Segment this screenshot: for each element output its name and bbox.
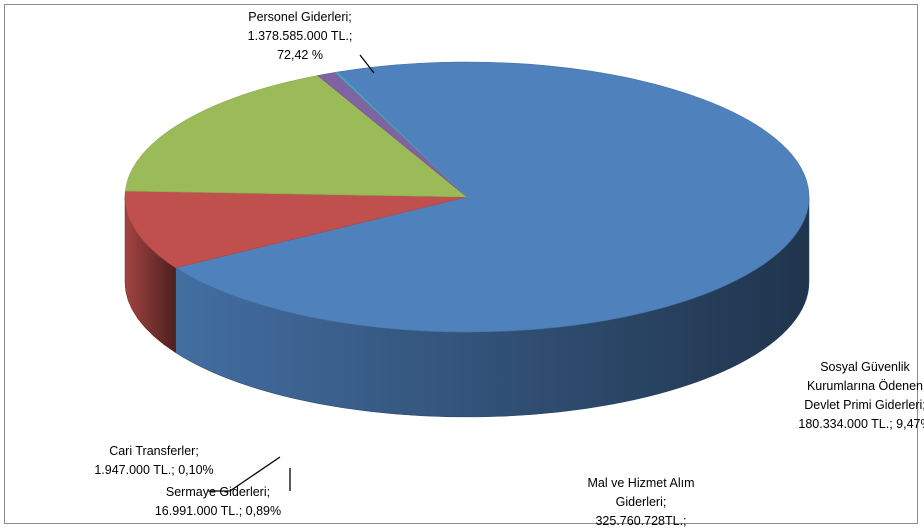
slice-mal-ve-hizmet-alim-giderleri	[124, 75, 468, 198]
data-label-mal-ve-hizmet-alim-giderleri: Mal ve Hizmet Alım Giderleri; 325.760.728T…	[588, 476, 695, 528]
pie-tops	[124, 61, 810, 333]
data-label-sermaye-giderleri: Sermaye Giderleri; 16.991.000 TL.; 0,89%	[155, 485, 281, 518]
data-label-line: 180.334.000 TL.; 9,47%	[798, 417, 924, 431]
data-label-line: Cari Transferler;	[109, 444, 199, 458]
chart-frame	[4, 4, 918, 524]
data-label-sosyal-guvenlik-kurumlarina-odenen-devlet-primi-giderleri: Sosyal Güvenlik Kurumlarına Ödenen Devlet …	[798, 360, 924, 431]
data-label-line: Sosyal Güvenlik	[820, 360, 910, 374]
slice-cari-transferler	[334, 71, 468, 198]
data-label-line: Devlet Primi Giderleri;	[804, 398, 924, 412]
slice-sosyal-guvenlik-kurumlarina-odenen-devlet-primi-giderleri	[124, 190, 468, 269]
data-labels: Personel Giderleri; 1.378.585.000 TL.; 72,…	[94, 10, 924, 528]
data-label-line: 325.760.728TL.;	[595, 514, 686, 528]
data-label-line: Giderleri;	[616, 495, 667, 509]
data-label-line: 1.947.000 TL.; 0,10%	[94, 463, 213, 477]
data-label-line: 16.991.000 TL.; 0,89%	[155, 504, 281, 518]
data-label-line: Personel Giderleri;	[248, 10, 352, 24]
data-label-line: Mal ve Hizmet Alım	[588, 476, 695, 490]
slice-personel-giderleri	[174, 61, 810, 333]
leader-line-cari-transferler	[208, 456, 281, 492]
data-label-line: 1.378.585.000 TL.;	[248, 29, 353, 43]
data-label-personel-giderleri: Personel Giderleri; 1.378.585.000 TL.; 72,…	[248, 10, 353, 62]
leader-line-personel-giderleri	[359, 54, 375, 74]
label-leaders	[208, 54, 375, 492]
data-label-cari-transferler: Cari Transferler; 1.947.000 TL.; 0,10%	[94, 444, 213, 477]
data-label-line: 72,42 %	[277, 48, 323, 62]
data-label-line: Kurumlarına Ödenen	[807, 379, 923, 393]
data-label-line: Sermaye Giderleri;	[166, 485, 270, 499]
